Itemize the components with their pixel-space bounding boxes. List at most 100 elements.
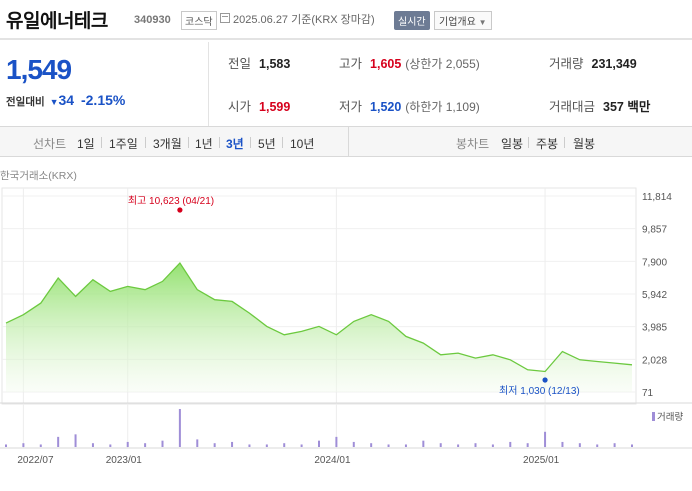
realtime-button[interactable]: 실시간 <box>394 11 430 30</box>
amount-label: 거래대금 <box>549 100 596 114</box>
divider <box>348 127 349 157</box>
volume-bar <box>578 443 581 447</box>
divider <box>208 42 209 126</box>
tab-1d[interactable]: 1일 <box>77 137 95 151</box>
y-tick-label: 9,857 <box>642 225 667 236</box>
tab-1y[interactable]: 1년 <box>195 137 213 151</box>
divider <box>188 137 189 148</box>
volume-bar <box>161 440 164 447</box>
volume-bar <box>474 443 477 447</box>
volume-bar <box>370 443 373 447</box>
volume-bar <box>596 444 599 447</box>
volume-bar <box>213 443 216 447</box>
upper-limit: (상한가 2,055) <box>405 57 480 71</box>
high-label: 고가 <box>339 57 363 71</box>
volume-bar <box>283 443 286 447</box>
day-high: 고가 1,605 (상한가 2,055) <box>339 53 480 72</box>
tab-1w[interactable]: 1주일 <box>109 137 138 151</box>
current-price: 1,549 <box>6 54 72 85</box>
volume-bar <box>57 436 60 447</box>
tab-daily[interactable]: 일봉 <box>501 137 524 151</box>
stock-header: 유일에너테크 340930 코스닥 2025.06.27 기준(KRX 장마감)… <box>0 0 692 40</box>
candle-chart-label: 봉차트 <box>456 137 490 151</box>
price-change: 전일대비 ▼34 -2.15% <box>6 92 125 109</box>
volume-bar <box>144 443 147 447</box>
volume-bar <box>248 444 251 447</box>
x-tick-label: 2024/01 <box>314 455 351 466</box>
divider <box>528 137 529 148</box>
volume-bar <box>404 444 407 447</box>
company-overview-label: 기업개요 <box>439 17 476 28</box>
tab-monthly[interactable]: 월봉 <box>573 137 596 151</box>
data-source-label: 한국거래소(KRX) <box>0 170 77 182</box>
volume-bar <box>422 440 425 447</box>
y-tick-label: 7,900 <box>642 257 667 268</box>
divider <box>250 137 251 148</box>
volume-bar <box>631 444 633 447</box>
lower-limit: (하한가 1,109) <box>405 100 480 114</box>
volume-bar <box>335 436 338 447</box>
volume-bar <box>491 444 494 447</box>
volume-bar <box>509 441 512 447</box>
calendar-icon <box>220 13 230 23</box>
divider <box>564 137 565 148</box>
x-tick-label: 2023/01 <box>106 455 143 466</box>
volume-bar <box>352 441 355 447</box>
change-percent: -2.15% <box>80 92 126 108</box>
divider <box>282 137 283 148</box>
prev-close-label: 전일 <box>228 57 252 71</box>
y-tick-label: 71 <box>642 388 654 399</box>
volume-bar <box>196 439 199 447</box>
tab-10y[interactable]: 10년 <box>290 137 315 151</box>
volume-bar <box>5 444 7 447</box>
open-value: 1,599 <box>259 100 291 114</box>
volume-bar <box>109 444 112 447</box>
volume-bar <box>231 441 234 447</box>
prev-close-value: 1,583 <box>259 57 291 71</box>
volume-value: 231,349 <box>591 57 637 71</box>
low-annotation: 최저 1,030 (12/13) <box>499 385 580 397</box>
price-line <box>5 261 633 373</box>
volume-bar <box>613 443 616 447</box>
volume-bar <box>318 440 320 447</box>
divider <box>0 126 692 127</box>
change-points: 34 <box>58 92 75 108</box>
volume-bar <box>544 431 547 447</box>
tab-5y[interactable]: 5년 <box>258 137 276 151</box>
tab-3y[interactable]: 3년 <box>226 137 244 151</box>
divider <box>145 137 146 148</box>
volume-bar <box>74 434 77 447</box>
low-marker <box>542 377 548 383</box>
high-value: 1,605 <box>370 57 402 71</box>
x-tick-label: 2025/01 <box>523 455 560 466</box>
stock-code: 340930 <box>134 14 171 26</box>
volume-bar <box>126 441 129 447</box>
prev-close: 전일 1,583 <box>228 53 290 72</box>
chart-period-tabs: 선차트 1일 1주일 3개월 1년 3년 5년 10년 봉차트 일봉 주봉 월봉 <box>0 127 692 157</box>
volume-legend-swatch <box>652 412 655 421</box>
plot-frame <box>1 187 637 405</box>
down-arrow-icon: ▼ <box>49 97 59 107</box>
volume-bar <box>265 444 268 447</box>
y-tick-label: 5,942 <box>642 290 667 301</box>
low-label: 저가 <box>339 100 363 114</box>
company-overview-dropdown[interactable]: 기업개요 ▼ <box>434 11 492 30</box>
base-date: 2025.06.27 기준(KRX 장마감) <box>233 14 375 26</box>
volume-bar <box>300 444 303 447</box>
divider <box>219 137 220 148</box>
tab-3m[interactable]: 3개월 <box>153 137 182 151</box>
high-marker <box>177 207 183 213</box>
volume-legend: 거래량 <box>652 409 683 423</box>
change-label: 전일대비 <box>6 96 45 108</box>
tab-weekly[interactable]: 주봉 <box>536 137 559 151</box>
day-low: 저가 1,520 (하한가 1,109) <box>339 96 480 115</box>
company-name: 유일에너테크 <box>6 11 108 32</box>
y-tick-label: 11,814 <box>642 192 672 203</box>
price-area <box>6 263 632 392</box>
open-label: 시가 <box>228 100 252 114</box>
amount-value: 357 백만 <box>603 100 651 114</box>
volume-label: 거래량 <box>549 57 584 71</box>
divider <box>101 137 102 148</box>
volume-bar <box>439 443 442 447</box>
